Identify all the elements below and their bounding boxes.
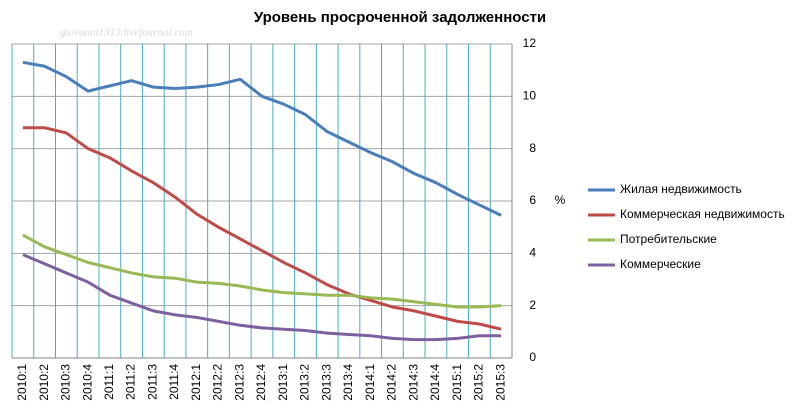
series-line [22,253,502,342]
x-tick-label: 2011:4 [167,364,181,400]
chart-title: Уровень просроченной задолженности [254,9,546,26]
x-tick-label: 2014:2 [385,364,399,401]
y-tick-label: 0 [529,350,536,364]
legend-label: Потребительские [620,232,717,246]
x-tick-label: 2012:3 [232,364,246,401]
x-tick-label: 2015:1 [450,364,464,401]
x-tick-label: 2014:1 [363,364,377,401]
x-tick-label: 2012:1 [189,364,203,401]
x-tick-label: 2014:3 [406,364,420,401]
legend-label: Жилая недвижимость [620,182,742,196]
y-tick-label: 2 [529,298,536,312]
y-tick-label: 10 [523,89,537,103]
x-tick-label: 2014:4 [428,364,442,401]
x-tick-label: 2013:3 [319,364,333,401]
x-tick-label: 2015:3 [493,364,507,401]
y-tick-label: 8 [529,141,536,155]
x-tick-label: 2010:4 [80,364,94,401]
x-tick-label: 2012:2 [211,364,225,401]
y-axis-label: % [555,193,566,207]
y-tick-label: 4 [529,246,536,260]
series-line [22,233,502,309]
x-tick-label: 2010:2 [37,364,51,401]
x-tick-label: 2011:2 [124,364,138,400]
x-tick-label: 2011:1 [102,364,116,400]
y-tick-label: 12 [523,36,537,50]
x-tick-label: 2013:4 [341,364,355,401]
x-tick-label: 2010:3 [59,364,73,401]
legend-label: Коммерческая недвижимость [620,207,785,221]
series-line [22,60,502,217]
x-tick-label: 2013:2 [298,364,312,401]
series-line [22,126,502,331]
legend-label: Коммерческие [620,257,701,271]
x-tick-label: 2011:3 [145,364,159,400]
x-tick-label: 2012:4 [254,364,268,401]
watermark: giovanni1313.livejournal.com [60,27,193,39]
x-tick-label: 2013:1 [276,364,290,401]
x-tick-label: 2010:1 [15,364,29,401]
x-tick-label: 2015:2 [472,364,486,401]
y-tick-label: 6 [529,193,536,207]
